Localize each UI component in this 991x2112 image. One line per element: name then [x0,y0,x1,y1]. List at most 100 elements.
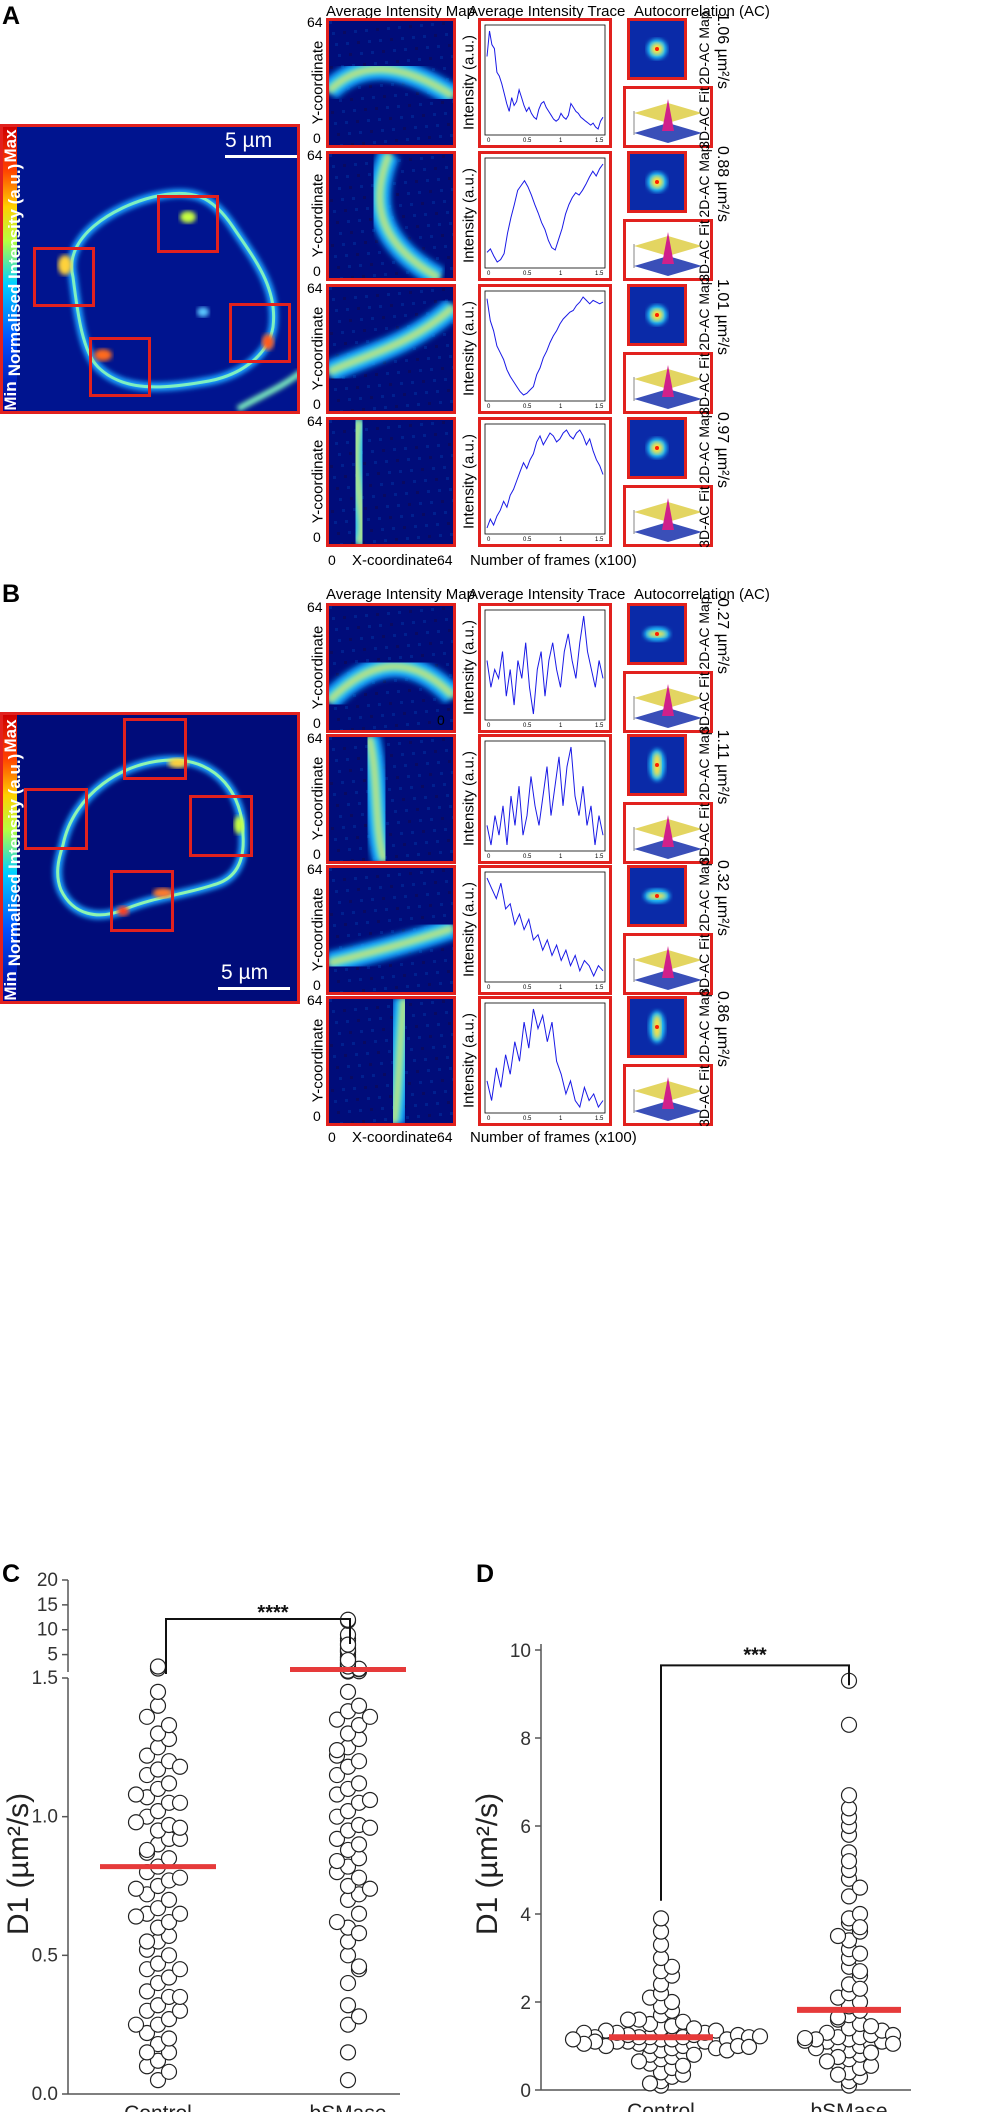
c-point-0-53 [149,1697,167,1714]
roi-box-b1 [123,718,187,780]
trace-xtick-b3-3: 1.5 [595,985,604,991]
c-ylabel: D1 (µm²/s) [2,1793,35,1935]
roi-box-b4 [110,870,174,932]
ac-3d-fit-a1 [623,86,713,148]
ac-2d-map-b1 [627,603,687,665]
c-point-1-6 [339,1947,357,1964]
trace-xtick-a3-1: 0.5 [523,404,532,410]
c-xtick-label-0: Control [124,2102,192,2112]
roi-box-a4 [89,337,151,397]
ac-2d-image-a2 [647,172,667,192]
map-ytick-zero-a1: 0 [313,130,321,146]
d-xtick-label-1: bSMase [810,2100,887,2112]
c-significance-label: **** [257,1602,288,1624]
trace-plot-a3: 0 0.5 1 1.5 [484,290,606,410]
intensity-trace-a2: 0 0.5 1 1.5 [478,151,612,281]
c-point-1-12 [339,1877,357,1895]
c-point-1-36 [328,1711,346,1728]
colorbar-max-b: Max [1,719,20,753]
c-point-0-26 [160,1891,178,1908]
col-header-ac-a: Autocorrelation (AC) [634,3,770,20]
d-point-0-44 [663,1958,681,1975]
d-point-1-59 [851,1963,869,1980]
c-point-1-70 [361,1791,379,1809]
colorbar-min-b: Min [1,971,20,1001]
intensity-trace-a1: 0 0.5 1 1.5 [478,18,612,148]
trace-ylabel-a4: Intensity (a.u.) [460,433,478,530]
d-point-0-48 [652,1910,670,1927]
d-point-1-60 [851,1945,869,1962]
c-xtick-label-1: bSMase [309,2102,386,2112]
trace-xtick-a2-0: 0 [487,271,491,277]
ac-2d-map-b4 [627,996,687,1058]
c-point-0-64 [127,1908,145,1925]
trace-xtick-a3-3: 1.5 [595,404,604,410]
roi-box-a3 [229,303,291,363]
d-point-0-49 [641,2075,659,2092]
trace-ylabel-a2: Intensity (a.u.) [460,167,478,264]
d-point-1-48 [840,1716,858,1733]
trace-xtick-a4-3: 1.5 [595,537,604,543]
panel-c-letter: C [2,1560,21,1588]
colorbar-min-a: Min [1,381,20,411]
c-point-1-68 [328,1913,346,1931]
ac-2d-label-a4: 2D-AC Map [696,410,712,484]
diffusion-value-a4: 0.97 µm²/s [714,412,731,488]
c-point-0-57 [171,1905,189,1922]
ac-2d-image-a4 [647,438,667,458]
trace-xtick-a2-3: 1.5 [595,271,604,277]
trace-line-a4 [486,429,604,529]
trace-xtick-a1-2: 1 [559,138,563,144]
c-point-0-6 [160,2030,178,2047]
roi-box-b3 [189,795,253,857]
c-point-0-59 [138,1841,156,1859]
map-ytick-max-a2: 64 [307,147,323,163]
c-point-0-18 [160,1947,178,1964]
trace-xtick-b4-0: 0 [487,1116,491,1122]
trace-line-a3 [486,296,604,396]
c-point-0-54 [149,1683,167,1700]
map-ytick-zero-b2: 0 [313,846,321,862]
c-point-1-75 [350,1925,368,1942]
intensity-map-a4 [326,417,456,547]
c-point-0-3 [149,2052,167,2069]
c-point-0-62 [171,1794,189,1811]
intensity-trace-b3: 0 0.5 1 1.5 [478,865,612,995]
intensity-map-b3 [326,865,456,995]
c-point-1-1 [339,2044,357,2061]
intensity-trace-a4: 0 0.5 1 1.5 [478,417,612,547]
map-xtick-max-a: 64 [437,552,453,568]
ac-3d-fit-a2 [623,219,713,281]
map-ylabel-b3: Y-coordinate [309,887,327,972]
trace-plot-b1: 0 0.5 1 1.5 [484,609,606,729]
trace-xtick-b3-2: 1 [559,985,563,991]
c-point-1-38 [350,1697,368,1714]
map-ytick-max-a3: 64 [307,280,323,296]
ac-2d-image-a1 [647,39,667,59]
colorbar-label-a: Normalised Intensity (a.u.) [5,163,24,377]
trace-plot-b4: 0 0.5 1 1.5 [484,1002,606,1122]
c-point-0-32 [160,1850,178,1867]
c-point-1-4 [339,1974,357,1992]
map-ytick-zero-b3: 0 [313,977,321,993]
c-point-1-23 [339,1803,357,1820]
c-point-1-19 [328,1830,346,1847]
ac-2d-label-b4: 2D-AC Map [696,989,712,1063]
c-point-0-15 [160,1969,178,1986]
ac-3d-fit-a4 [623,485,713,547]
map-ylabel-b2: Y-coordinate [309,756,327,841]
c-point-0-9 [160,2011,178,2028]
d-point-1-61 [829,1927,847,1945]
c-ytick-label-upper-3: 20 [37,1570,58,1591]
ac-3d-label-b4: 3D-AC Fit [696,1065,712,1127]
d-point-1-67 [796,2029,814,2047]
map-ylabel-b1: Y-coordinate [309,625,327,710]
c-point-1-28 [328,1766,346,1784]
trace-xtick-a4-2: 1 [559,537,563,543]
map-ytick-max-b2: 64 [307,730,323,746]
d-point-1-50 [829,2066,847,2083]
d-point-0-51 [674,2057,692,2074]
c-point-0-39 [149,1803,167,1820]
ac-2d-image-b4 [649,1011,665,1043]
scale-label-b: 5 µm [221,961,269,984]
